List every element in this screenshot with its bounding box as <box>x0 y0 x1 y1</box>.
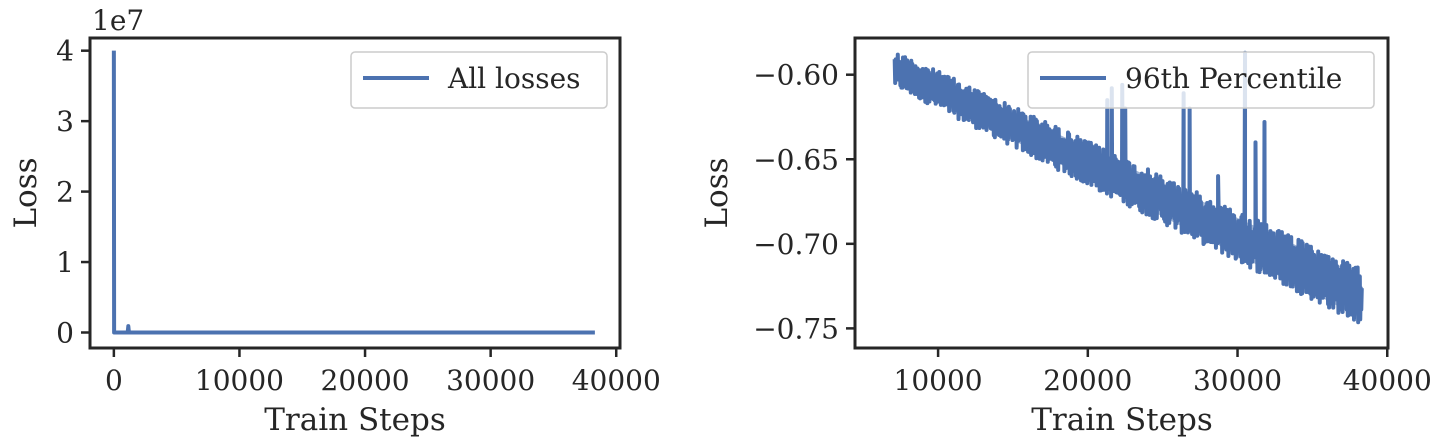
left-x-tick-label: 10000 <box>195 364 284 397</box>
right-y-axis-label: Loss <box>699 157 735 228</box>
right-y-tick-label: −0.60 <box>753 59 839 92</box>
left-x-tick-label: 30000 <box>446 364 535 397</box>
right-x-tick-label: 10000 <box>894 364 983 397</box>
right-y-tick-label: −0.75 <box>753 312 839 345</box>
right-legend-label: 96th Percentile <box>1125 62 1342 95</box>
left-legend-box <box>350 51 608 109</box>
right-y-tick-label: −0.65 <box>753 143 839 176</box>
left-legend-label: All losses <box>447 62 581 95</box>
right-y-tick-label: −0.70 <box>753 228 839 261</box>
right-ticks: 10000 20000 30000 40000 −0.75 −0.70 −0.65 −0.60 <box>753 59 1432 397</box>
left-plot-area <box>111 50 595 335</box>
left-series-line <box>111 50 595 335</box>
right-axes-frame <box>853 36 1390 350</box>
right-x-tick-label: 30000 <box>1193 364 1282 397</box>
right-plot-area <box>892 50 1364 325</box>
left-y-tick-label: 4 <box>56 35 74 68</box>
left-legend: All losses <box>350 51 608 109</box>
left-y-tick-label: 1 <box>56 246 74 279</box>
left-y-tick-label: 2 <box>56 176 74 209</box>
right-x-axis-label: Train Steps <box>1031 402 1213 438</box>
left-y-tick-label: 3 <box>56 105 74 138</box>
left-ticks: 0 10000 20000 30000 40000 0 1 2 3 4 <box>56 35 661 397</box>
left-x-tick-label: 20000 <box>321 364 410 397</box>
right-legend-box <box>1027 51 1375 109</box>
left-offset-label: 1e7 <box>92 4 144 37</box>
left-y-axis-label: Loss <box>8 157 44 228</box>
left-axes-frame <box>88 36 622 350</box>
left-x-axis-label: Train Steps <box>264 402 446 438</box>
right-legend: 96th Percentile <box>1027 51 1375 109</box>
left-x-tick-label: 40000 <box>572 364 661 397</box>
left-x-tick-label: 0 <box>105 364 123 397</box>
right-series-band <box>894 57 1362 319</box>
chart-right: 10000 20000 30000 40000 −0.75 −0.70 −0.65 −0.60… <box>699 36 1432 438</box>
right-x-tick-label: 20000 <box>1043 364 1132 397</box>
right-x-tick-label: 40000 <box>1343 364 1432 397</box>
chart-left: 0 10000 20000 30000 40000 0 1 2 3 4 1e7 Train Ste… <box>8 4 661 438</box>
left-y-tick-label: 0 <box>56 317 74 350</box>
